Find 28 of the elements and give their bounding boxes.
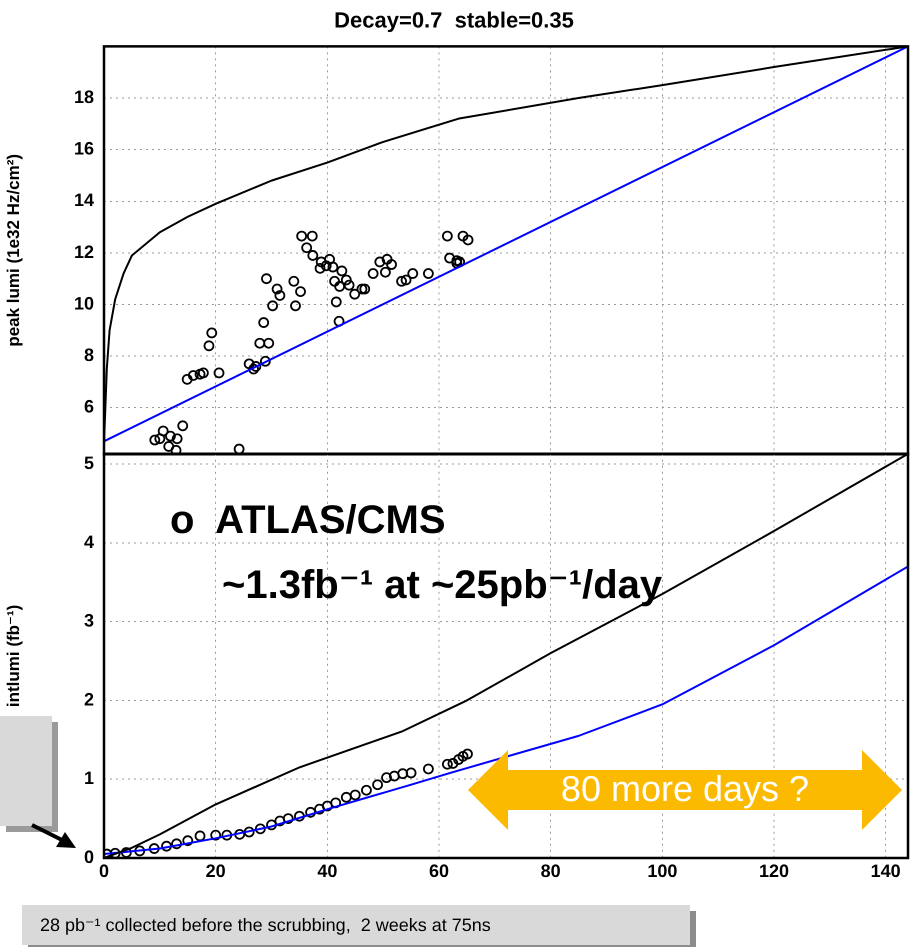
x-tick-label: 20 bbox=[206, 860, 226, 881]
text: 28 pb⁻¹ collected before the scrubbing, 2 weeks at 75ns bbox=[22, 905, 690, 945]
annotation: ~1.3fb⁻¹ at ~25pb⁻¹/day bbox=[222, 562, 662, 608]
y-tick-label: 6 bbox=[84, 396, 94, 417]
y-tick-label: 10 bbox=[74, 293, 94, 314]
y-tick-label: 16 bbox=[74, 138, 94, 159]
y-tick-label: 18 bbox=[74, 86, 94, 107]
annotation: o ATLAS/CMS bbox=[170, 498, 446, 543]
y-tick-label: 1 bbox=[84, 768, 94, 788]
x-tick-label: 0 bbox=[98, 860, 110, 881]
y-tick-label: 0 bbox=[84, 846, 94, 867]
x-tick-label: 40 bbox=[317, 860, 338, 881]
y-tick-label: 8 bbox=[84, 345, 94, 366]
y-tick-label: 2 bbox=[84, 689, 94, 710]
y-axis-title: peak lumi (1e32 Hz/cm²) bbox=[4, 154, 23, 347]
y-tick-label: 14 bbox=[74, 190, 94, 210]
x-tick-label: 100 bbox=[647, 860, 678, 881]
x-tick-label: 60 bbox=[428, 860, 450, 881]
x-tick-label: 140 bbox=[870, 860, 901, 881]
x-tick-label: 80 bbox=[540, 860, 561, 881]
y-tick-label: 4 bbox=[84, 532, 94, 552]
chart-title: Decay=0.7 stable=0.35 bbox=[334, 7, 574, 32]
annotation: 80 more days ? bbox=[560, 768, 810, 810]
y-axis-title: intlumi (fb⁻¹) bbox=[4, 604, 23, 708]
y-tick-label: 5 bbox=[84, 453, 94, 474]
x-tick-label: 120 bbox=[758, 860, 790, 881]
y-tick-label: 12 bbox=[74, 242, 94, 262]
y-tick-label: 3 bbox=[84, 610, 94, 631]
